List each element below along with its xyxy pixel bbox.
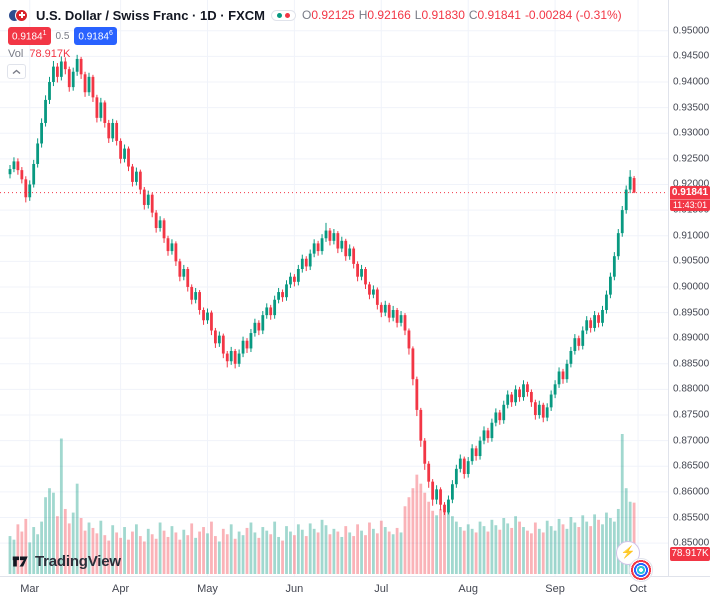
price-axis-label: 0.89500 — [673, 307, 710, 319]
time-axis-label-may: May — [197, 583, 218, 595]
green-dot-icon — [277, 12, 282, 18]
bid-price-badge[interactable]: 0.91841 — [8, 27, 51, 45]
pane-collapse-button[interactable] — [7, 64, 26, 79]
high-key: H — [358, 8, 368, 22]
time-axis-label-mar: Mar — [20, 583, 40, 595]
high-value: 0.92166 — [367, 8, 411, 22]
ask-price-badge[interactable]: 0.91846 — [74, 27, 117, 45]
price-axis-label: 0.86000 — [673, 486, 710, 498]
open-key: O — [302, 8, 312, 22]
volume-value: 78.917K — [29, 48, 71, 60]
red-dot-icon — [285, 12, 290, 18]
low-key: L — [414, 8, 422, 22]
time-axis-label-jul: Jul — [374, 583, 389, 595]
tradingview-logo-text: TradingView — [35, 552, 121, 570]
price-axis-label: 0.87000 — [673, 435, 710, 447]
chart-legend: U.S. Dollar / Swiss Franc · 1D · FXCM O0… — [8, 6, 622, 60]
price-axis-label: 0.87500 — [673, 409, 710, 421]
price-axis-label: 0.93000 — [673, 127, 710, 139]
change-value: -0.00284 (-0.31%) — [524, 8, 622, 22]
volume-histogram — [8, 434, 636, 574]
market-status-pill[interactable] — [271, 9, 296, 21]
ohlc-values: O0.92125 H0.92166 L0.91830 C0.91841 -0.0… — [302, 8, 622, 22]
close-key: C — [468, 8, 478, 22]
bid-sup-digit: 1 — [42, 30, 47, 38]
tradingview-logo[interactable]: TradingView — [10, 551, 121, 571]
open-value: 0.92125 — [311, 8, 355, 22]
time-axis-label-jun: Jun — [285, 583, 304, 595]
candlestick-chart[interactable] — [0, 0, 668, 576]
low-value: 0.91830 — [421, 8, 465, 22]
chevron-up-icon — [12, 69, 21, 74]
time-axis[interactable]: Mar Apr May Jun Jul Aug Sep Oct — [0, 576, 710, 600]
price-axis-label: 0.91000 — [673, 230, 710, 242]
price-axis-label: 0.95000 — [673, 25, 710, 37]
bid-value: 0.9184 — [12, 31, 43, 43]
price-axis-label: 0.94000 — [673, 76, 710, 88]
time-axis-label-oct: Oct — [629, 583, 647, 595]
ask-sup-digit: 6 — [109, 30, 113, 38]
price-axis-label: 0.93500 — [673, 102, 710, 114]
time-axis-label-aug: Aug — [458, 583, 478, 595]
tradingview-mark-icon — [12, 556, 28, 567]
grid-layer — [0, 0, 668, 576]
volume-axis-badge: 78.917K — [670, 547, 710, 561]
volume-label[interactable]: Vol — [8, 48, 24, 60]
price-axis-label: 0.89000 — [673, 332, 710, 344]
price-axis-label: 0.90500 — [673, 255, 710, 267]
time-axis-label-apr: Apr — [112, 583, 130, 595]
spread-value: 0.5 — [55, 30, 70, 42]
price-axis-label: 0.88000 — [673, 383, 710, 395]
close-value: 0.91841 — [477, 8, 521, 22]
price-axis-label: 0.85000 — [673, 537, 710, 549]
bar-countdown: 11:43:01 — [670, 198, 710, 211]
time-axis-label-sep: Sep — [545, 583, 565, 595]
price-axis-label: 0.88500 — [673, 358, 710, 370]
price-axis-label: 0.94500 — [673, 50, 710, 62]
volume-indicator-row: Vol 78.917K — [8, 48, 622, 60]
ask-value: 0.9184 — [78, 31, 109, 43]
streams-rainbow-button[interactable] — [629, 558, 653, 582]
price-axis[interactable]: 0.91841 11:43:01 78.917K 0.95000 0.94500 0… — [668, 0, 710, 576]
current-price-value: 0.91841 — [671, 186, 709, 198]
current-price-badge: 0.91841 11:43:01 — [670, 185, 710, 211]
price-axis-label: 0.86500 — [673, 460, 710, 472]
symbol-pair-flags-icon — [8, 8, 30, 23]
candles-layer — [8, 54, 636, 515]
price-axis-label: 0.92500 — [673, 153, 710, 165]
symbol-title[interactable]: U.S. Dollar / Swiss Franc · 1D · FXCM — [36, 7, 265, 23]
price-axis-label: 0.90000 — [673, 281, 710, 293]
price-axis-label: 0.92000 — [673, 178, 710, 190]
price-axis-label: 0.85500 — [673, 512, 710, 524]
